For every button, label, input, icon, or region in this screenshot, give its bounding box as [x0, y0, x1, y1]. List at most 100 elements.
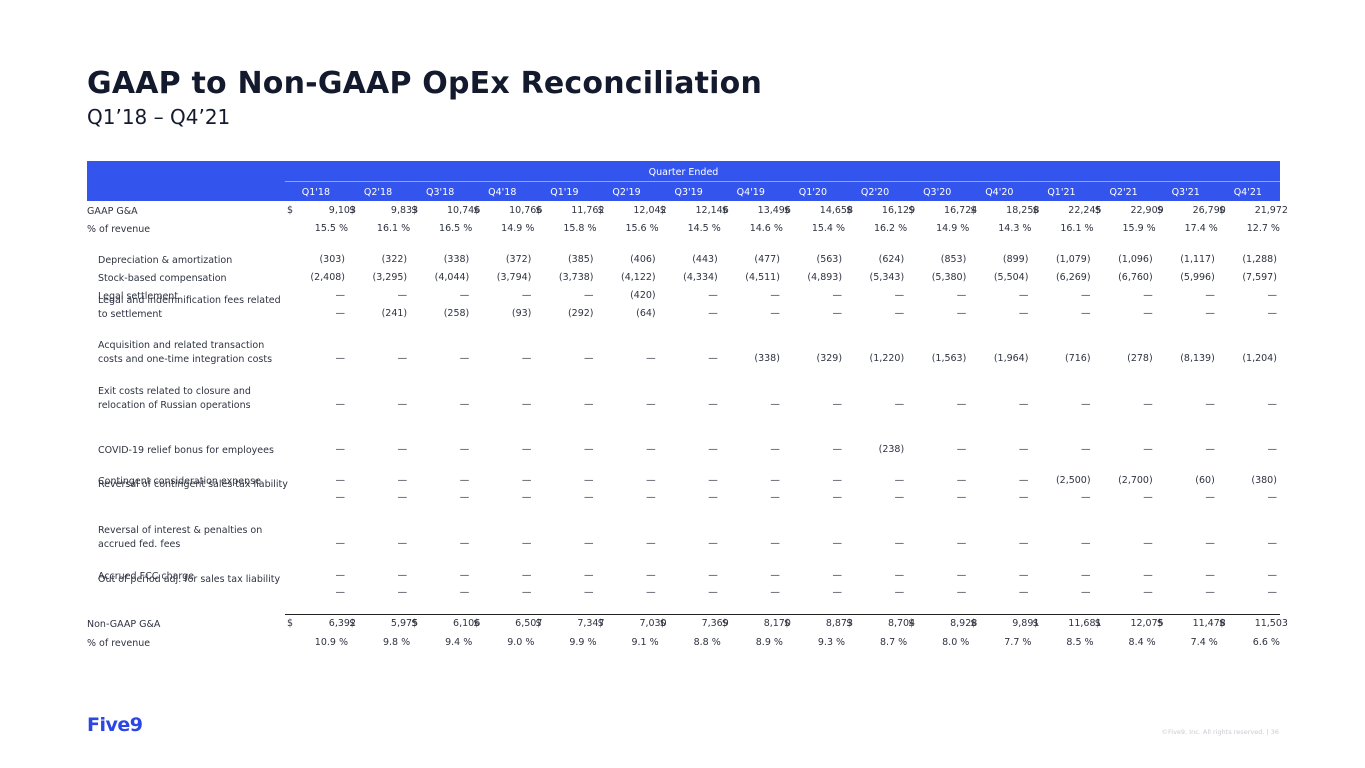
currency-symbol: $ — [1218, 205, 1225, 216]
cell-value: — — [1267, 538, 1277, 549]
cell-value: (4,893) — [807, 272, 843, 283]
quarter-header: Q4'20 — [985, 187, 1014, 198]
cell-value: — — [708, 475, 718, 486]
cell-value: — — [584, 570, 594, 581]
cell-value: — — [459, 290, 470, 301]
quarter-header: Q3'20 — [923, 187, 952, 198]
cell-value: — — [894, 399, 905, 410]
cell-percent: 15.5 % — [314, 223, 348, 234]
row-label: Legal settlement — [98, 291, 179, 302]
cell-percent: 7.4 % — [1190, 637, 1218, 648]
cell-value: — — [1081, 492, 1091, 503]
cell-value: — — [1018, 290, 1029, 301]
table-row: GAAP G&A $9,103 $9,833 $10,746 $10,766 $11,76… — [0, 205, 1365, 219]
header-divider — [285, 181, 1280, 182]
cell-value: — — [1018, 308, 1029, 319]
currency-symbol: $ — [1094, 205, 1101, 216]
cell-value: 21,972 — [1254, 205, 1288, 216]
row-label: GAAP G&A — [87, 206, 138, 217]
cell-value: — — [459, 444, 470, 455]
currency-symbol: $ — [659, 618, 666, 629]
cell-value: 6,106 — [453, 618, 481, 629]
cell-percent: 9.9 % — [569, 637, 597, 648]
currency-symbol: $ — [1032, 205, 1039, 216]
cell-value: (372) — [505, 254, 532, 265]
cell-value: — — [1205, 492, 1215, 503]
row-label: Stock-based compensation — [98, 273, 227, 284]
cell-percent: 16.2 % — [873, 223, 908, 234]
cell-value: — — [1081, 587, 1091, 598]
cell-value: — — [646, 353, 656, 364]
cell-value: — — [956, 587, 967, 598]
cell-value: — — [584, 475, 594, 486]
currency-symbol: $ — [1218, 618, 1225, 629]
cell-value: — — [708, 290, 718, 301]
cell-value: (380) — [1251, 475, 1277, 486]
cell-value: — — [1205, 444, 1215, 455]
cell-percent: 8.4 % — [1128, 637, 1156, 648]
row-label: COVID-19 relief bonus for employees — [98, 445, 274, 456]
cell-value: (338) — [754, 353, 780, 364]
cell-value: — — [770, 308, 780, 319]
cell-value: (5,996) — [1180, 272, 1215, 283]
row-label: Depreciation & amortization — [98, 255, 233, 266]
table-row: Depreciation & amortization (303) (322) (33… — [0, 254, 1365, 268]
cell-percent: 6.6 % — [1252, 637, 1280, 648]
quarter-header: Q3'18 — [426, 187, 455, 198]
cell-value: — — [397, 587, 408, 598]
quarter-header: Q1'18 — [301, 187, 330, 198]
cell-value: (7,597) — [1242, 272, 1277, 283]
currency-symbol: $ — [473, 205, 480, 216]
cell-value: — — [335, 492, 346, 503]
cell-value: — — [1081, 444, 1091, 455]
cell-value: — — [1018, 444, 1029, 455]
cell-value: — — [1018, 492, 1029, 503]
cell-value: (1,563) — [931, 353, 967, 364]
cell-value: — — [521, 570, 532, 581]
cell-value: 5,975 — [390, 618, 419, 629]
currency-symbol: $ — [411, 205, 418, 216]
cell-value: — — [521, 492, 532, 503]
cell-value: — — [1143, 570, 1153, 581]
cell-value: — — [397, 353, 408, 364]
cell-value: 26,790 — [1192, 205, 1226, 216]
cell-value: 9,103 — [328, 205, 356, 216]
cell-value: (5,343) — [869, 272, 905, 283]
cell-value: — — [521, 538, 532, 549]
row-label: Reversal of interest & penalties on accr… — [98, 525, 263, 550]
cell-value: 9,833 — [390, 205, 419, 216]
cell-value: (853) — [940, 254, 967, 265]
cell-value: — — [708, 353, 718, 364]
cell-value: 10,746 — [447, 205, 481, 216]
cell-value: (899) — [1002, 254, 1029, 265]
cell-value: — — [708, 308, 718, 319]
currency-symbol: $ — [597, 618, 604, 629]
cell-percent: 14.6 % — [749, 223, 783, 234]
row-label: Accrued FCC charge — [98, 571, 195, 582]
cell-value: — — [894, 538, 905, 549]
cell-value: 12,146 — [695, 205, 729, 216]
cell-value: — — [521, 353, 532, 364]
table-row: Reversal of contingent sales tax liabili… — [0, 479, 1365, 506]
cell-value: — — [1143, 587, 1153, 598]
cell-value: — — [1205, 308, 1215, 319]
cell-value: (1,288) — [1242, 254, 1277, 265]
cell-value: — — [521, 290, 532, 301]
cell-percent: 10.9 % — [314, 637, 348, 648]
cell-value: 11,681 — [1068, 618, 1102, 629]
cell-percent: 8.8 % — [693, 637, 721, 648]
header-title: Quarter Ended — [648, 167, 719, 178]
cell-value: — — [1143, 444, 1153, 455]
cell-value: (329) — [816, 353, 843, 364]
cell-value: — — [708, 399, 718, 410]
cell-value: — — [1018, 587, 1029, 598]
cell-value: — — [397, 399, 408, 410]
currency-symbol: $ — [721, 205, 728, 216]
cell-value: — — [894, 587, 905, 598]
cell-percent: 8.5 % — [1066, 637, 1094, 648]
cell-value: — — [1018, 570, 1029, 581]
cell-value: (258) — [443, 308, 470, 319]
cell-value: — — [1205, 290, 1215, 301]
row-label: Acquisition and related transaction cost… — [98, 340, 273, 365]
cell-value: (6,760) — [1118, 272, 1153, 283]
